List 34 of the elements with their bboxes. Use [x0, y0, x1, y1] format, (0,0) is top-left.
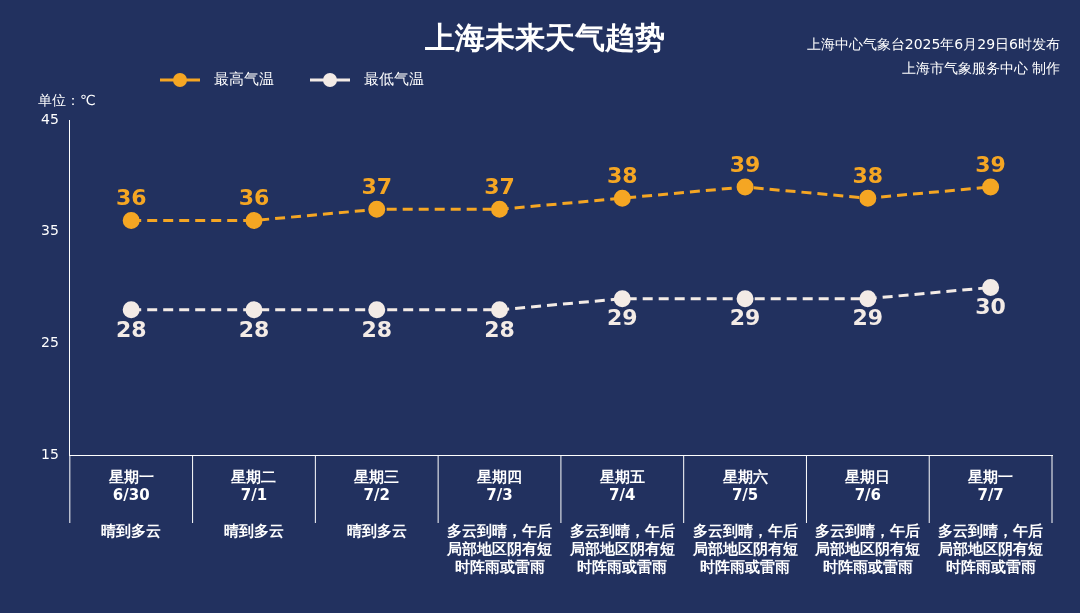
y-axis-title: 单位：℃: [38, 91, 96, 108]
data-label: 28: [361, 316, 393, 342]
data-label: 29: [729, 305, 761, 331]
data-label: 36: [238, 185, 270, 211]
category-label: 星期二 7/1 晴到多云: [223, 467, 284, 540]
data-label: 28: [484, 316, 515, 342]
text: 上海市气象服务中心 制作: [901, 59, 1060, 76]
category-label: 星期一 7/7 多云到晴，午后局部地区阴有短时阵雨或雷雨: [938, 467, 1044, 576]
data-label: 37: [361, 174, 393, 200]
category-label: 星期日 7/6 多云到晴，午后局部地区阴有短时阵雨或雷雨: [815, 467, 921, 576]
chart-title: 上海未来天气趋势: [424, 19, 665, 55]
data-label: 30: [975, 294, 1006, 320]
category-label: 星期一 6/30 晴到多云: [101, 467, 162, 540]
text: 上海中心气象台2025年6月29日6时发布: [806, 35, 1060, 52]
data-label: 37: [484, 174, 515, 200]
legend-label: 最低气温: [364, 69, 424, 88]
data-label: 39: [975, 151, 1006, 177]
y-tick-label: 25: [40, 333, 59, 350]
y-tick-label: 15: [40, 445, 59, 462]
y-tick-label: 35: [40, 222, 59, 239]
data-label: 36: [115, 185, 147, 211]
category-label: 星期五 7/4 多云到晴，午后局部地区阴有短时阵雨或雷雨: [569, 467, 675, 576]
data-label: 29: [606, 305, 638, 331]
data-label: 29: [852, 305, 884, 331]
legend-label: 最高气温: [214, 69, 274, 88]
category-label: 星期六 7/5 多云到晴，午后局部地区阴有短时阵雨或雷雨: [692, 467, 798, 576]
data-label: 28: [238, 316, 270, 342]
data-label: 38: [606, 162, 638, 188]
data-label: 28: [115, 316, 147, 342]
data-label: 39: [729, 151, 761, 177]
category-label: 星期三 7/2 晴到多云: [346, 467, 407, 540]
y-tick-label: 45: [40, 110, 59, 127]
data-label: 38: [852, 162, 884, 188]
category-label: 星期四 7/3 多云到晴，午后局部地区阴有短时阵雨或雷雨: [447, 467, 553, 576]
